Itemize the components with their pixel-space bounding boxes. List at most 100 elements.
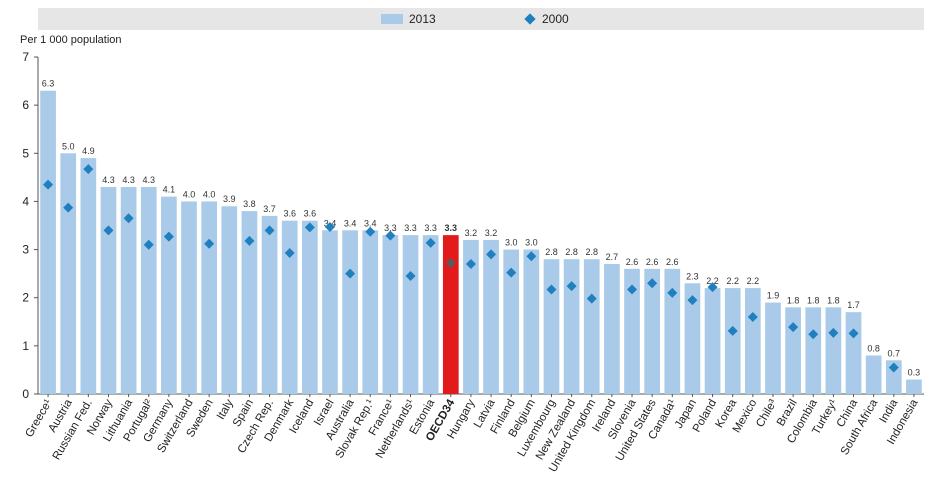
- bar-34: [724, 288, 741, 394]
- bar-value-label: 1.7: [847, 300, 860, 310]
- marker-2000-14: [324, 221, 335, 232]
- marker-2000-38: [808, 329, 819, 340]
- bar-value-label: 4.0: [183, 189, 196, 199]
- marker-2000-4: [123, 213, 134, 224]
- marker-2000-8: [204, 238, 215, 249]
- legend-label-2013: 2013: [409, 12, 436, 26]
- bar-40: [845, 312, 862, 394]
- legend-item-2013: 2013: [381, 11, 436, 27]
- y-tick-label: 6: [22, 98, 29, 112]
- marker-2000-13: [304, 222, 315, 233]
- marker-2000-21: [465, 259, 476, 270]
- bar-14: [322, 230, 338, 394]
- marker-2000-30: [647, 278, 658, 289]
- bar-28: [604, 264, 620, 394]
- legend-item-2000: 2000: [524, 11, 569, 27]
- bar-value-label: 3.2: [465, 228, 478, 238]
- bar-value-label: 3.3: [404, 223, 417, 233]
- bar-value-label: 2.6: [666, 257, 679, 267]
- bar-27: [583, 259, 600, 394]
- bar-38: [805, 307, 822, 394]
- bar-value-label: 1.9: [767, 291, 780, 301]
- bar-value-label: 2.2: [706, 276, 719, 286]
- marker-2000-32: [687, 295, 698, 306]
- bar-39: [825, 307, 842, 394]
- bar-value-label: 0.8: [867, 343, 880, 353]
- bar-33: [704, 288, 721, 394]
- bar-25: [543, 259, 560, 394]
- marker-2000-10: [244, 235, 255, 246]
- x-tick-label: Greece¹: [24, 397, 55, 439]
- bar-26: [563, 259, 580, 394]
- bar-5: [140, 186, 157, 394]
- bar-value-label: 3.6: [304, 209, 317, 219]
- bar-3: [100, 186, 117, 394]
- marker-2000-25: [546, 284, 557, 295]
- bar-value-label: 3.8: [243, 199, 256, 209]
- bar-value-label: 4.3: [102, 175, 115, 185]
- bar-22: [483, 239, 499, 394]
- bar-value-label: 3.2: [485, 228, 498, 238]
- marker-2000-3: [103, 225, 114, 236]
- bar-value-label: 3.0: [505, 238, 518, 248]
- legend-swatch-bar: [381, 14, 403, 24]
- bar-value-label: 3.4: [344, 218, 357, 228]
- bar-9: [221, 206, 238, 394]
- y-tick-label: 7: [22, 50, 29, 64]
- bar-value-label: 0.3: [908, 368, 921, 378]
- bar-value-label: 3.6: [283, 209, 296, 219]
- bar-41: [865, 355, 882, 394]
- bar-37: [785, 307, 801, 394]
- marker-2000-39: [828, 327, 839, 338]
- bar-6: [161, 196, 177, 394]
- bar-1: [60, 153, 77, 394]
- bar-29: [624, 268, 640, 394]
- bar-11: [261, 215, 278, 394]
- bar-36: [765, 302, 781, 394]
- bar-value-label: 3.3: [424, 223, 437, 233]
- bar-32: [684, 283, 701, 394]
- bar-30: [644, 268, 661, 394]
- marker-2000-20: [445, 258, 456, 269]
- bar-16: [362, 230, 379, 394]
- x-tick-label: Chile³: [754, 397, 779, 429]
- bar-value-label: 2.8: [565, 247, 578, 257]
- bar-value-label: 4.0: [203, 189, 216, 199]
- y-tick-label: 3: [22, 243, 29, 257]
- bar-value-label: 3.4: [364, 218, 377, 228]
- marker-2000-19: [425, 237, 436, 248]
- marker-2000-35: [747, 311, 758, 322]
- marker-2000-26: [566, 281, 577, 292]
- marker-2000-17: [385, 230, 396, 241]
- marker-2000-33: [707, 282, 718, 293]
- bar-value-label: 2.2: [726, 276, 739, 286]
- bar-value-label: 2.7: [606, 252, 619, 262]
- bar-value-label: 2.6: [646, 257, 659, 267]
- bar-value-label: 4.3: [122, 175, 135, 185]
- bar-value-label: 0.7: [888, 348, 901, 358]
- bar-value-label: 2.8: [585, 247, 598, 257]
- bar-value-label: 4.3: [142, 175, 155, 185]
- marker-2000-16: [365, 226, 376, 237]
- marker-2000-12: [284, 247, 295, 258]
- bar-value-label: 4.9: [82, 146, 95, 156]
- bar-19: [422, 235, 439, 394]
- bar-value-label: 2.6: [626, 257, 639, 267]
- marker-2000-42: [888, 362, 899, 373]
- bar-17: [382, 235, 399, 394]
- marker-2000-5: [143, 239, 154, 250]
- bar-24: [523, 249, 540, 394]
- bar-value-label: 5.0: [62, 141, 75, 151]
- marker-2000-18: [405, 271, 416, 282]
- marker-2000-23: [506, 267, 517, 278]
- legend-label-2000: 2000: [542, 12, 569, 26]
- bar-10: [241, 211, 258, 394]
- bar-35: [744, 288, 761, 394]
- y-tick-label: 0: [22, 387, 29, 401]
- bar-value-label: 4.1: [163, 185, 176, 195]
- legend: 2013 2000: [38, 8, 924, 30]
- bar-value-label: 3.7: [263, 204, 276, 214]
- bar-value-label: 6.3: [42, 79, 55, 89]
- bar-value-label: 2.2: [747, 276, 760, 286]
